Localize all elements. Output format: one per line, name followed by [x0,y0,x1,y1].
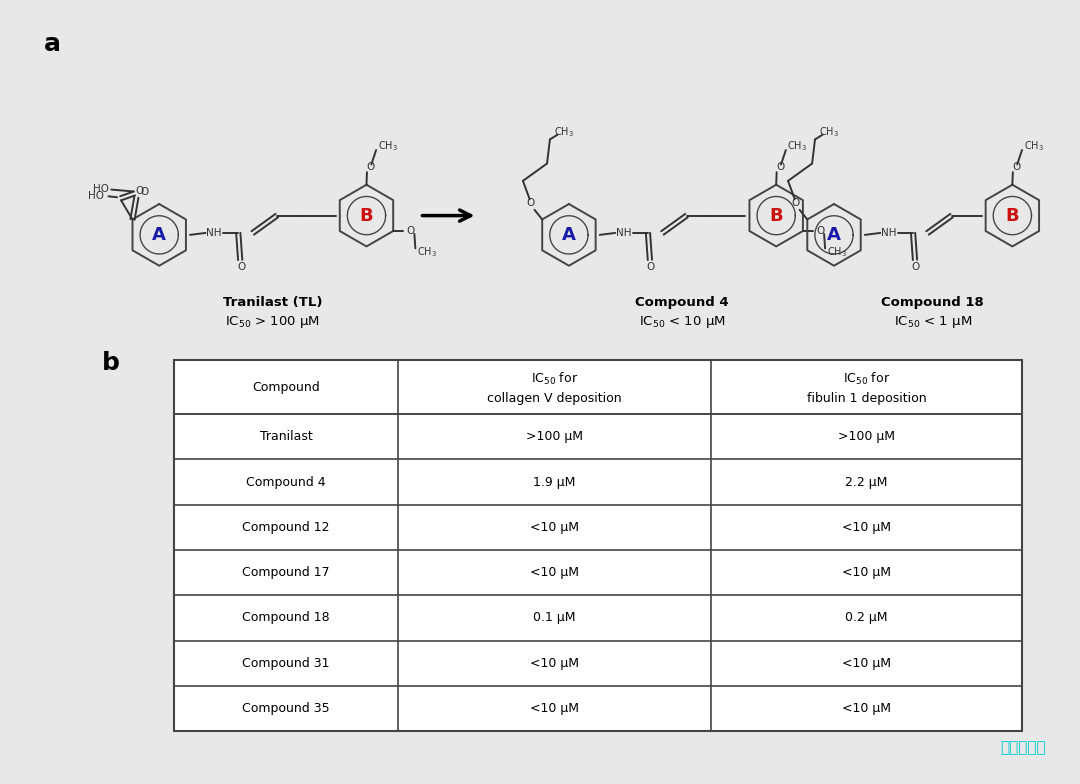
Text: CH$_3$: CH$_3$ [554,125,575,139]
Text: >100 μM: >100 μM [526,430,583,443]
Text: CH$_3$: CH$_3$ [1024,140,1043,153]
Text: O: O [366,162,375,172]
Text: HO: HO [87,191,104,201]
Text: Compound: Compound [253,380,320,394]
Text: O: O [792,198,800,208]
Text: B: B [360,207,374,224]
Text: O: O [237,262,245,272]
Text: NH: NH [881,228,896,238]
Text: 2.2 μM: 2.2 μM [846,476,888,488]
Text: B: B [1005,207,1020,224]
Text: <10 μM: <10 μM [841,566,891,579]
Text: 自动秒链接: 自动秒链接 [1000,740,1047,756]
Text: HO: HO [93,183,109,194]
Text: Compound 35: Compound 35 [242,702,329,715]
Text: >100 μM: >100 μM [838,430,895,443]
Text: 0.2 μM: 0.2 μM [845,612,888,625]
Text: collagen V deposition: collagen V deposition [487,392,622,405]
Text: <10 μM: <10 μM [530,657,579,670]
Text: O: O [647,262,654,272]
Text: IC$_{50}$ < 1 μM: IC$_{50}$ < 1 μM [894,314,972,329]
Text: CH$_3$: CH$_3$ [787,140,808,153]
Text: Tranilast: Tranilast [259,430,312,443]
Text: Compound 17: Compound 17 [242,566,329,579]
Text: CH$_3$: CH$_3$ [417,245,437,260]
Text: A: A [152,226,166,244]
Text: Compound 12: Compound 12 [242,521,329,534]
Text: 0.1 μM: 0.1 μM [534,612,576,625]
Text: <10 μM: <10 μM [841,702,891,715]
Text: NH: NH [616,228,632,238]
Text: A: A [562,226,576,244]
Text: IC$_{50}$ > 100 μM: IC$_{50}$ > 100 μM [225,314,320,329]
Text: a: a [43,32,60,56]
Text: IC$_{50}$ for: IC$_{50}$ for [531,372,578,387]
Text: <10 μM: <10 μM [841,521,891,534]
Text: O: O [775,162,784,172]
Text: CH$_3$: CH$_3$ [826,245,847,260]
Text: IC$_{50}$ for: IC$_{50}$ for [842,372,890,387]
Text: CH$_3$: CH$_3$ [820,125,839,139]
Text: O: O [527,198,535,208]
Bar [174,360,1022,731]
Text: O: O [135,186,144,195]
Text: NH: NH [206,228,221,238]
Text: CH$_3$: CH$_3$ [378,140,397,153]
Text: O: O [912,262,920,272]
Text: A: A [827,226,841,244]
Text: fibulin 1 deposition: fibulin 1 deposition [807,392,927,405]
Text: <10 μM: <10 μM [530,566,579,579]
Text: Tranilast (TL): Tranilast (TL) [222,296,322,309]
Text: Compound 18: Compound 18 [881,296,984,309]
Text: <10 μM: <10 μM [530,702,579,715]
Text: <10 μM: <10 μM [841,657,891,670]
Text: O: O [140,187,148,198]
Text: Compound 18: Compound 18 [242,612,329,625]
Text: O: O [406,226,415,236]
Text: O: O [1012,162,1021,172]
Text: O: O [816,226,824,236]
Text: Compound 31: Compound 31 [242,657,329,670]
Text: Compound 4: Compound 4 [246,476,326,488]
Text: <10 μM: <10 μM [530,521,579,534]
Text: Compound 4: Compound 4 [635,296,729,309]
Text: IC$_{50}$ < 10 μM: IC$_{50}$ < 10 μM [639,314,726,329]
Text: b: b [102,350,119,375]
Text: B: B [769,207,783,224]
Text: 1.9 μM: 1.9 μM [534,476,576,488]
